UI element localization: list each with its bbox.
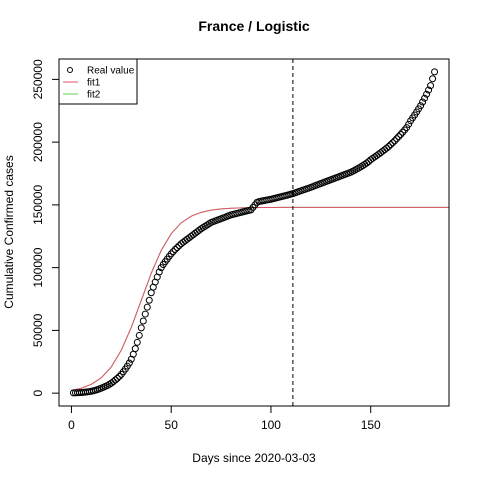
- data-point: [193, 228, 201, 236]
- data-point: [129, 350, 137, 358]
- data-point: [143, 303, 151, 311]
- data-point: [155, 268, 163, 276]
- data-point: [381, 146, 389, 154]
- data-point: [189, 231, 197, 239]
- data-point: [179, 238, 187, 246]
- y-tick-label: 100000: [31, 247, 45, 287]
- y-tick-label: 50000: [31, 313, 45, 347]
- y-axis-label: Cumulative Confirmed cases: [2, 155, 16, 308]
- data-point: [421, 94, 429, 102]
- data-point: [423, 90, 431, 98]
- data-point: [389, 139, 397, 147]
- fit-line: [71, 206, 449, 391]
- plot-border: [58, 58, 450, 407]
- data-point: [131, 345, 139, 353]
- data-point: [425, 86, 433, 94]
- legend-label: fit1: [87, 78, 101, 89]
- legend-symbol: [67, 67, 73, 73]
- plot-area: [69, 68, 449, 397]
- data-point: [173, 244, 181, 252]
- data-point: [385, 143, 393, 151]
- data-point: [137, 324, 145, 332]
- data-point: [113, 374, 121, 382]
- data-point: [191, 229, 199, 237]
- x-tick-label: 100: [261, 418, 281, 432]
- y-tick-label: 200000: [31, 122, 45, 162]
- data-point: [405, 120, 413, 128]
- data-point: [387, 141, 395, 149]
- data-point: [111, 376, 119, 384]
- data-point: [427, 82, 435, 90]
- chart-title: France / Logistic: [198, 18, 309, 34]
- data-point: [185, 234, 193, 242]
- y-tick-label: 150000: [31, 185, 45, 225]
- data-point: [133, 338, 141, 346]
- data-point: [395, 133, 403, 141]
- data-point: [147, 289, 155, 297]
- y-tick-label: 0: [31, 389, 45, 396]
- x-tick-label: 50: [165, 418, 179, 432]
- data-point: [379, 147, 387, 155]
- legend-label: fit2: [87, 90, 101, 101]
- x-tick-label: 0: [68, 418, 75, 432]
- data-point: [115, 372, 123, 380]
- data-point: [187, 232, 195, 240]
- data-point: [171, 245, 179, 253]
- data-point: [419, 98, 427, 106]
- data-point: [135, 331, 143, 339]
- data-point: [145, 296, 153, 304]
- x-tick-label: 150: [361, 418, 381, 432]
- data-point: [391, 137, 399, 145]
- legend-label: Real value: [87, 66, 135, 77]
- data-point: [183, 235, 191, 243]
- data-point: [397, 130, 405, 138]
- data-point: [393, 135, 401, 143]
- data-point: [429, 75, 437, 83]
- data-point: [125, 359, 133, 367]
- y-tick-label: 250000: [31, 59, 45, 99]
- data-point: [169, 248, 177, 256]
- data-point: [399, 128, 407, 136]
- x-axis-label: Days since 2020-03-03: [192, 451, 316, 465]
- data-point: [167, 250, 175, 258]
- data-point: [417, 102, 425, 110]
- data-point: [181, 237, 189, 245]
- data-point: [175, 242, 183, 250]
- data-point: [141, 310, 149, 318]
- data-point: [431, 68, 439, 76]
- data-point: [139, 317, 147, 325]
- data-point: [383, 144, 391, 152]
